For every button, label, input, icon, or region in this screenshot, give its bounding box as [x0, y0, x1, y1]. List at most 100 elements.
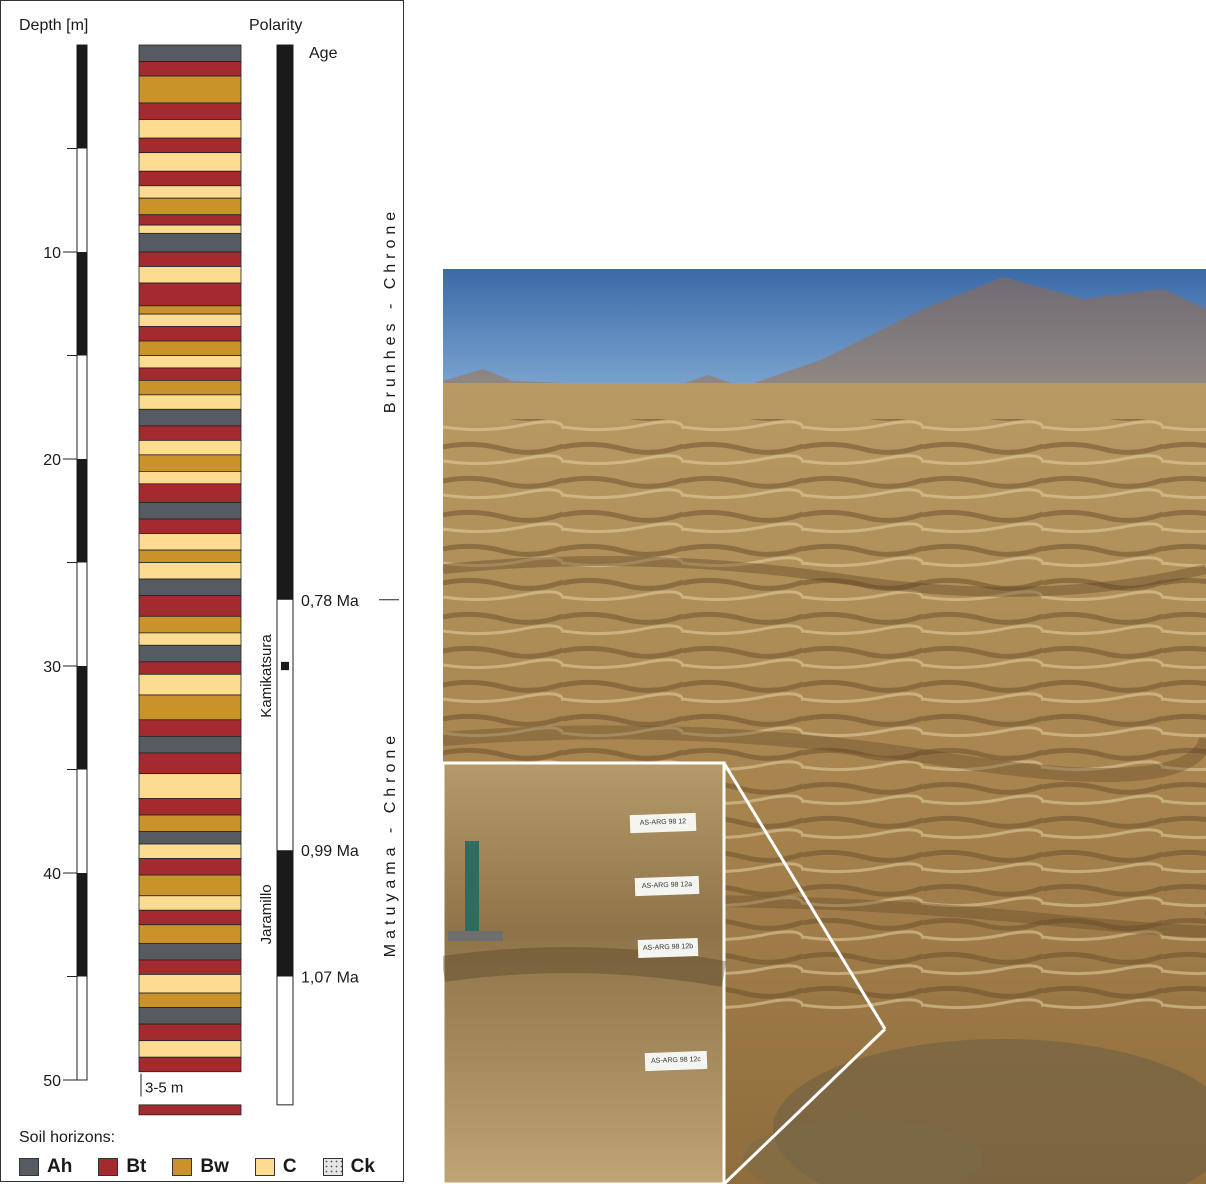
- soil-layer-c: [138, 185, 242, 199]
- soil-layer-bt: [138, 282, 242, 307]
- age-label: 0,99 Ma: [301, 843, 359, 860]
- outcrop-photo: AS-ARG 98 12 AS-ARG 98 12a AS-ARG 98 12b…: [443, 269, 1206, 1184]
- profile-closeup-inset: [443, 761, 727, 1184]
- soil-layer-bt: [138, 595, 242, 617]
- legend-label-ck: Ck: [350, 1156, 375, 1177]
- legend-label-c: C: [282, 1156, 297, 1177]
- soil-layer-bw: [138, 549, 242, 563]
- soil-layer-ah: [138, 502, 242, 520]
- soil-layer-c: [138, 471, 242, 485]
- depth-bar-block: [77, 459, 87, 563]
- soil-profile-column: 3-5 m: [138, 44, 242, 1116]
- soil-layer-ah: [138, 578, 242, 597]
- age-label: 1,07 Ma: [301, 970, 359, 987]
- soil-layer-ah: [138, 942, 242, 961]
- soil-layer-bw: [138, 924, 242, 944]
- soil-layer-bw: [138, 305, 242, 315]
- normal-polarity-interval: [281, 661, 289, 671]
- soil-layer-c: [138, 266, 242, 284]
- age-title: Age: [309, 45, 338, 62]
- legend-title: Soil horizons:: [19, 1129, 116, 1146]
- chron-label-brunhes: Brunhes - Chrone: [382, 207, 399, 413]
- soil-layer-bt: [138, 170, 242, 187]
- soil-layer-c: [138, 394, 242, 410]
- soil-layer-c: [138, 224, 242, 234]
- normal-polarity-interval: [277, 45, 293, 600]
- soil-layer-ah: [138, 644, 242, 663]
- legend-label-ah: Ah: [47, 1156, 73, 1177]
- sample-label: AS-ARG 98 12: [629, 812, 697, 834]
- legend-swatch-ck: [322, 1158, 343, 1176]
- soil-layer-ah: [138, 735, 242, 754]
- legend-swatch-c: [254, 1158, 275, 1176]
- soil-layer-c: [138, 439, 242, 456]
- sample-label: AS-ARG 98 12b: [637, 937, 699, 959]
- soil-layer-bw: [138, 874, 242, 897]
- soil-layer-c: [138, 974, 242, 994]
- legend-label-bt: Bt: [126, 1156, 147, 1177]
- soil-layer-bt: [138, 102, 242, 120]
- depth-bar-block: [77, 873, 87, 977]
- gap-note: 3-5 m: [145, 1079, 183, 1096]
- legend-item-ck: Ck: [322, 1156, 375, 1178]
- soil-layer-c: [138, 562, 242, 580]
- soil-layer-ah: [138, 232, 242, 253]
- soil-layer-c: [138, 119, 242, 139]
- legend-swatch-ah: [19, 1158, 39, 1176]
- soil-layer-bw: [138, 75, 242, 104]
- soil-layer-bw: [138, 992, 242, 1008]
- stratigraphic-profile: 10 20 30 40 50 3-5 m 0,78 Ma 0,99 Ma 1,07 Ma Ka…: [43, 44, 399, 1116]
- event-label-jaramillo: Jaramillo: [258, 884, 275, 944]
- hammer-icon: [465, 841, 479, 931]
- soil-layer-ah: [138, 44, 242, 62]
- polarity-annotations: 0,78 Ma 0,99 Ma 1,07 Ma Kamikatsura Jaramill…: [258, 207, 399, 987]
- depth-tick-label: 50: [43, 1073, 61, 1090]
- soil-layer-bt: [138, 425, 242, 441]
- soil-layer-bt: [138, 959, 242, 975]
- soil-layer-c: [138, 355, 242, 369]
- soil-layer-bw: [138, 379, 242, 396]
- soil-layer-bt: [138, 518, 242, 534]
- soil-legend: Ah Bt Bw C Ck: [19, 1156, 401, 1178]
- soil-layer-bt: [138, 661, 242, 675]
- soil-layer-bt: [138, 1104, 242, 1116]
- polarity-title: Polarity: [249, 17, 303, 34]
- soil-layer-c: [138, 773, 242, 799]
- soil-layer-bt: [138, 214, 242, 226]
- soil-layer-c: [138, 313, 242, 327]
- depth-bar-block: [77, 666, 87, 770]
- sample-label: AS-ARG 98 12a: [634, 875, 700, 897]
- soil-layer-bt: [138, 326, 242, 342]
- soil-layer-bt: [138, 752, 242, 775]
- soil-layer-bw: [138, 814, 242, 832]
- soil-layer-bw: [138, 340, 242, 356]
- legend-swatch-bw: [172, 1158, 193, 1176]
- sample-label: AS-ARG 98 12c: [644, 1050, 708, 1072]
- depth-tick-label: 40: [43, 866, 61, 883]
- soil-layer-bt: [138, 798, 242, 816]
- soil-layer-c: [138, 895, 242, 911]
- soil-layer-ah: [138, 408, 242, 427]
- normal-polarity-interval: [277, 850, 293, 977]
- soil-layer-bt: [138, 719, 242, 737]
- soil-layer-bt: [138, 367, 242, 381]
- soil-layer-ah: [138, 831, 242, 845]
- legend-label-bw: Bw: [200, 1156, 229, 1177]
- depth-axis: 10 20 30 40 50: [43, 44, 88, 1090]
- legend-item-ah: Ah: [19, 1156, 72, 1178]
- legend-item-bw: Bw: [172, 1156, 229, 1178]
- soil-layer-bt: [138, 483, 242, 503]
- depth-axis-title: Depth [m]: [19, 17, 89, 34]
- soil-layer-bw: [138, 615, 242, 634]
- soil-layer-bt: [138, 251, 242, 267]
- legend-swatch-bt: [98, 1158, 119, 1176]
- depth-bar-block: [77, 252, 87, 356]
- depth-tick-label: 20: [43, 452, 61, 469]
- depth-bar-block: [77, 45, 87, 149]
- depth-tick-label: 30: [43, 659, 61, 676]
- soil-layer-bw: [138, 197, 242, 216]
- polarity-column: [276, 44, 294, 1106]
- soil-layer-bw: [138, 694, 242, 721]
- event-label-kamikatsura: Kamikatsura: [258, 634, 275, 718]
- chron-label-matuyama: Matuyama - Chrone: [382, 731, 399, 957]
